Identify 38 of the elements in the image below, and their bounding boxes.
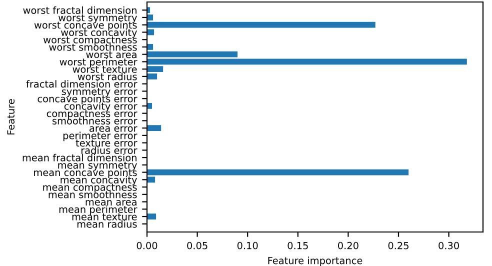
x-tick-label: 0.00 xyxy=(136,242,158,250)
x-tick-label: 0.30 xyxy=(438,242,459,250)
x-tick-label: 0.15 xyxy=(288,242,308,250)
y-tick-label: worst smoothness xyxy=(49,43,137,51)
y-tick-label: worst symmetry xyxy=(58,14,137,24)
y-tick-label: mean texture xyxy=(72,213,137,220)
bar xyxy=(147,125,162,132)
y-tick-label: mean smoothness xyxy=(48,190,137,198)
x-tick-label: 0.20 xyxy=(338,242,358,250)
y-tick-label: mean symmetry xyxy=(58,162,137,171)
y-tick-label: compactness error xyxy=(46,110,138,120)
x-tick-label: 0.05 xyxy=(187,242,208,250)
y-tick-label: smoothness error xyxy=(52,116,138,125)
x-axis-title: Feature importance xyxy=(268,256,362,266)
bar xyxy=(147,214,156,220)
x-tick-label: 0.10 xyxy=(237,242,258,250)
y-tick-label: mean fractal dimension xyxy=(22,154,136,162)
y-tick-label: symmetry error xyxy=(62,88,138,97)
y-tick-label: worst perimeter xyxy=(60,58,138,68)
y-tick-label: worst area xyxy=(86,51,136,58)
y-tick-label: worst texture xyxy=(72,66,137,73)
y-tick-label: perimeter error xyxy=(63,132,138,142)
y-tick-label: mean concavity xyxy=(60,176,137,186)
y-axis-title: Feature xyxy=(7,99,15,134)
y-tick-label: worst radius xyxy=(78,72,137,80)
y-tick-label: mean radius xyxy=(77,220,137,228)
y-tick-label: worst concavity xyxy=(61,28,137,38)
x-tick-label: 0.25 xyxy=(388,242,408,250)
y-tick-label: mean area xyxy=(86,200,136,206)
y-tick-label: texture error xyxy=(76,140,138,147)
y-tick-label: area error xyxy=(90,126,138,132)
bar xyxy=(147,102,152,109)
y-tick-label: radius error xyxy=(81,146,138,154)
y-tick-label: fractal dimension error xyxy=(26,80,138,88)
y-tick-label: mean perimeter xyxy=(59,205,138,215)
y-tick-label: concavity error xyxy=(64,102,138,112)
y-tick-label: worst fractal dimension xyxy=(23,6,136,14)
y-tick-label: mean compactness xyxy=(43,184,137,193)
